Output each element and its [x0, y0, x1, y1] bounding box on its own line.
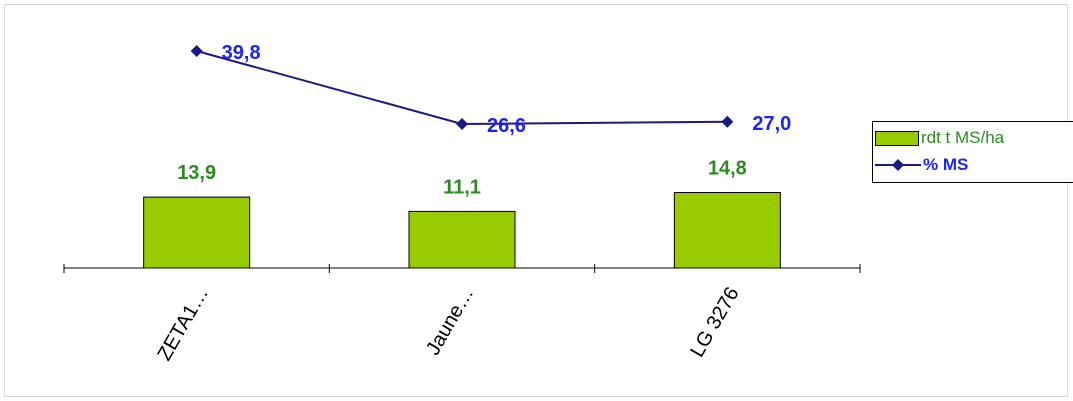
line-series [196, 50, 728, 126]
line-data-label: 27,0 [752, 113, 791, 135]
legend: rdt t MS/ha % MS [872, 121, 1073, 183]
bar-data-label: 14,8 [708, 158, 747, 180]
line-point [456, 118, 468, 130]
x-tick-label: LG 3276 [686, 284, 743, 361]
bar-data-label: 13,9 [177, 162, 216, 184]
line-data-label: 39,8 [222, 42, 261, 64]
legend-line-swatch [875, 159, 921, 171]
bar-data-label: 11,1 [443, 176, 481, 198]
line-data-label: 26,6 [487, 115, 526, 137]
x-tick-label: ZETA1… [154, 284, 213, 365]
x-tick-label: Jaune… [422, 284, 478, 360]
legend-item-bar: rdt t MS/ha [875, 126, 1004, 150]
legend-line-label: % MS [923, 155, 969, 174]
bar [408, 210, 516, 269]
bar [143, 196, 251, 269]
bar [673, 192, 781, 269]
legend-bar-label: rdt t MS/ha [921, 128, 1005, 147]
line-point [190, 45, 203, 57]
legend-bar-swatch [875, 130, 919, 146]
legend-item-line: % MS [875, 153, 968, 177]
line-point [721, 115, 734, 128]
